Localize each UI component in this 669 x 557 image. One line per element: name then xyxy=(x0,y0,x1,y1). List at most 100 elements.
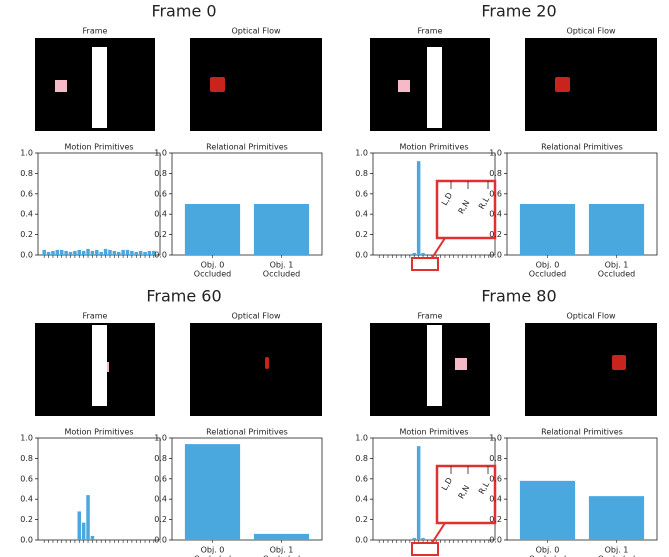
bar xyxy=(126,250,130,255)
y-tick-label: 0.6 xyxy=(20,189,33,198)
bar xyxy=(421,253,425,255)
chart-title: Motion Primitives xyxy=(64,428,133,437)
bar xyxy=(42,250,46,255)
flow-blob xyxy=(612,355,626,370)
bar xyxy=(185,204,240,255)
flow-label: Optical Flow xyxy=(566,27,616,36)
y-tick-label: 0.0 xyxy=(154,536,167,545)
occluder-bar xyxy=(92,47,107,128)
y-tick-label: 0.4 xyxy=(489,210,502,219)
y-tick-label: 1.0 xyxy=(355,149,368,158)
y-tick-label: 0.8 xyxy=(355,169,368,178)
flow-blob xyxy=(265,357,269,369)
bar xyxy=(78,250,82,255)
flow-blob xyxy=(210,77,225,92)
occluder-bar xyxy=(92,325,107,406)
y-tick-label: 0.8 xyxy=(20,454,33,463)
chart-title: Relational Primitives xyxy=(206,428,288,437)
bar xyxy=(589,496,644,540)
bar xyxy=(254,204,309,255)
y-tick-label: 0.8 xyxy=(154,454,167,463)
bar xyxy=(113,251,117,255)
bar xyxy=(47,252,51,255)
bar xyxy=(73,251,77,255)
y-tick-label: 0.8 xyxy=(489,169,502,178)
flow-label: Optical Flow xyxy=(566,312,616,321)
panel-title: Frame 60 xyxy=(146,287,221,306)
x-tick-label: Occluded xyxy=(194,270,231,279)
flow-label: Optical Flow xyxy=(231,27,281,36)
bar xyxy=(185,444,240,540)
y-tick-label: 0.0 xyxy=(355,536,368,545)
bar xyxy=(82,251,86,255)
bar xyxy=(143,252,147,255)
x-tick-label: Obj. 0 xyxy=(536,261,560,270)
bar xyxy=(56,250,60,255)
x-tick-label: Obj. 1 xyxy=(270,546,294,555)
chart-title: Motion Primitives xyxy=(399,428,468,437)
object-square xyxy=(55,80,67,92)
y-tick-label: 0.2 xyxy=(20,230,33,239)
y-tick-label: 1.0 xyxy=(20,434,33,443)
bar xyxy=(86,495,90,540)
y-tick-label: 1.0 xyxy=(355,434,368,443)
plot-frame xyxy=(38,153,160,255)
bar xyxy=(51,251,55,255)
figure: Frame 0FrameOptical FlowMotion Primitive… xyxy=(0,0,669,557)
bar xyxy=(60,250,64,255)
x-tick-label: Obj. 0 xyxy=(536,546,560,555)
bar xyxy=(520,481,575,540)
y-tick-label: 0.6 xyxy=(20,474,33,483)
y-tick-label: 0.2 xyxy=(355,515,368,524)
bar xyxy=(99,252,103,255)
x-tick-label: Occluded xyxy=(529,270,566,279)
x-tick-label: Occluded xyxy=(263,270,300,279)
y-tick-label: 0.0 xyxy=(489,536,502,545)
y-tick-label: 1.0 xyxy=(154,149,167,158)
bar xyxy=(108,250,112,255)
bar xyxy=(135,252,139,255)
y-tick-label: 1.0 xyxy=(489,149,502,158)
y-tick-label: 0.6 xyxy=(489,474,502,483)
y-tick-label: 0.8 xyxy=(154,169,167,178)
bar xyxy=(121,250,125,255)
bar xyxy=(91,251,95,255)
y-tick-label: 1.0 xyxy=(489,434,502,443)
x-tick-label: Obj. 0 xyxy=(201,261,225,270)
y-tick-label: 0.6 xyxy=(355,474,368,483)
plot-frame xyxy=(38,438,160,540)
object-square xyxy=(398,80,410,92)
bar xyxy=(91,536,95,540)
chart-title: Relational Primitives xyxy=(206,143,288,152)
y-tick-label: 0.4 xyxy=(154,495,167,504)
bar xyxy=(413,253,417,255)
flow-image xyxy=(190,38,322,131)
frame-label: Frame xyxy=(418,27,443,36)
chart-title: Motion Primitives xyxy=(64,143,133,152)
y-tick-label: 0.0 xyxy=(489,251,502,260)
y-tick-label: 1.0 xyxy=(20,149,33,158)
bar xyxy=(130,251,134,255)
y-tick-label: 0.2 xyxy=(355,230,368,239)
y-tick-label: 1.0 xyxy=(154,434,167,443)
flow-image xyxy=(525,323,657,416)
occluder-bar xyxy=(427,47,442,128)
y-tick-label: 0.4 xyxy=(489,495,502,504)
flow-image xyxy=(525,38,657,131)
bar xyxy=(64,251,68,255)
bar xyxy=(254,534,309,540)
y-tick-label: 0.4 xyxy=(355,210,368,219)
frame-label: Frame xyxy=(83,27,108,36)
bar xyxy=(417,161,421,255)
panel-title: Frame 80 xyxy=(481,287,556,306)
chart-title: Relational Primitives xyxy=(541,143,623,152)
y-tick-label: 0.0 xyxy=(20,251,33,260)
y-tick-label: 0.0 xyxy=(355,251,368,260)
frame-label: Frame xyxy=(418,312,443,321)
bar xyxy=(520,204,575,255)
y-tick-label: 0.6 xyxy=(154,189,167,198)
bar xyxy=(139,251,143,255)
bar xyxy=(104,249,108,255)
y-tick-label: 0.8 xyxy=(489,454,502,463)
x-tick-label: Occluded xyxy=(598,270,635,279)
